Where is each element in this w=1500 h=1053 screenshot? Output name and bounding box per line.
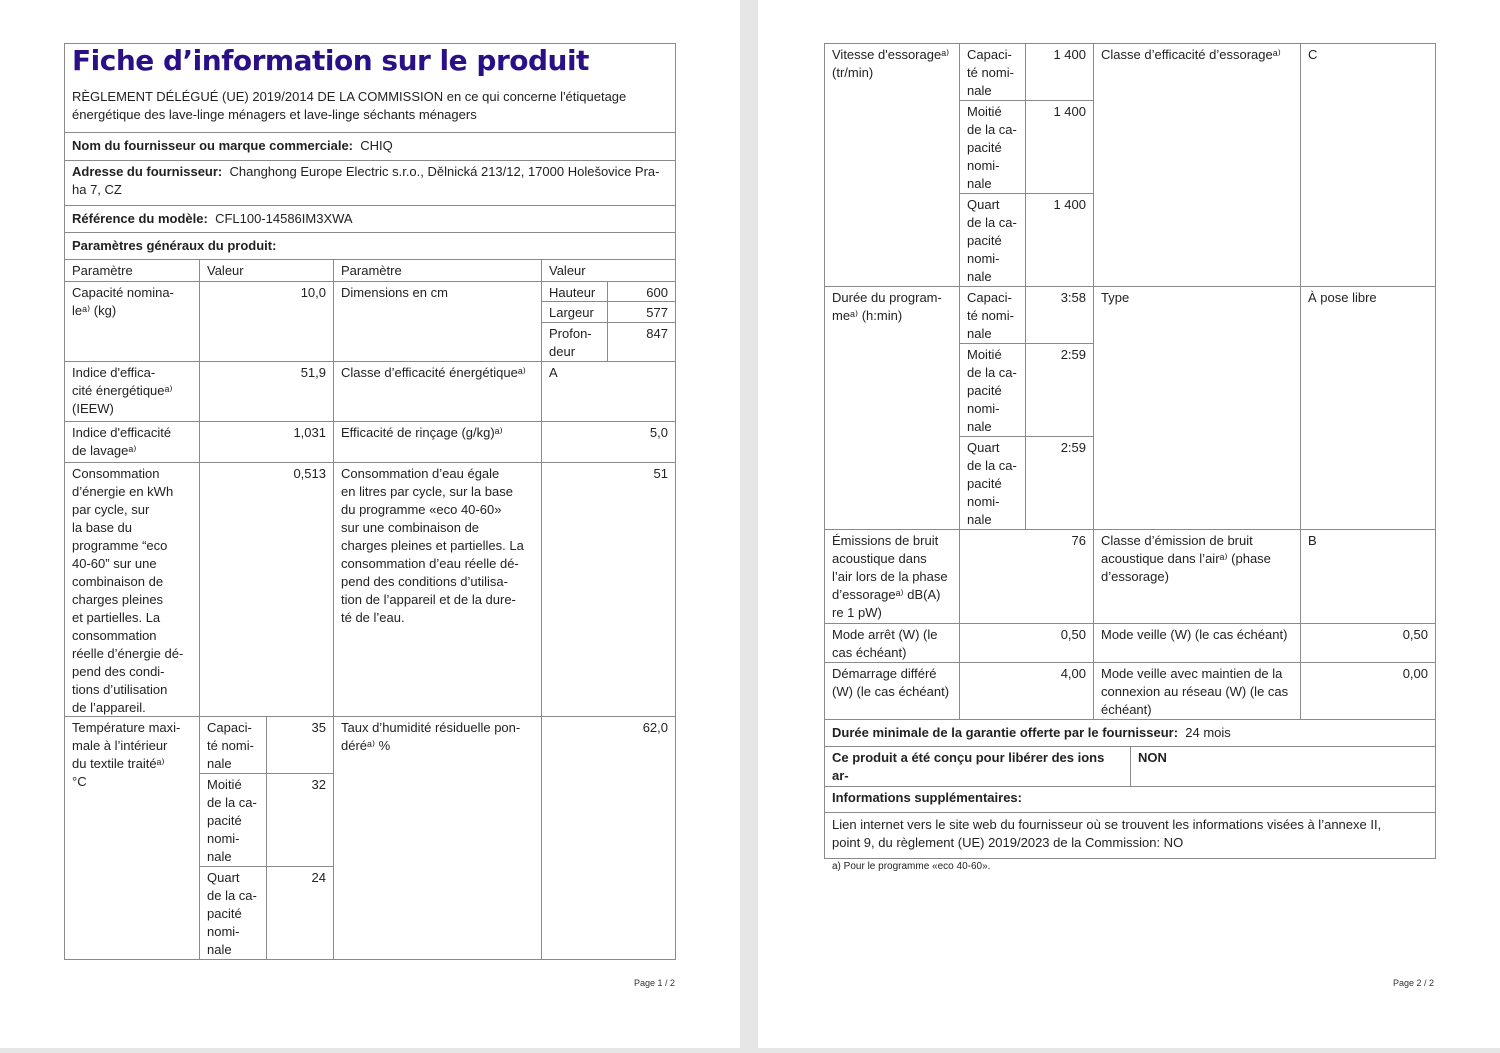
dim-depth-value: 847 [607,322,676,362]
temp-sub-label-half: Moitié de la ca- pacité nomi- nale [199,773,267,867]
duration-sub-label-full: Capaci- té nomi- nale [959,286,1026,344]
silver-ions-value: NON [1130,746,1436,787]
address-value: Changhong Europe Electric s.r.o., Dělnic… [72,164,660,197]
general-params-heading: Paramètres généraux du produit: [64,232,676,260]
value-noise-emission: 76 [959,529,1094,624]
param-washing-index: Indice d'efficacité de lavageᵃ⁾ [64,421,200,463]
value-energy-class: A [541,361,676,422]
param-type: Type [1093,286,1301,530]
value-type: À pose libre [1300,286,1436,530]
param-spin-class: Classe d’efficacité d’essorageᵃ⁾ [1093,43,1301,287]
dim-width-label: Largeur [541,301,608,323]
spin-sub-value-full: 1 400 [1025,43,1094,101]
param-energy-class: Classe d’efficacité énergétiqueᵃ⁾ [333,361,542,422]
value-washing-index: 1,031 [199,421,334,463]
address-row: Adresse du fournisseur: Changhong Europe… [64,160,676,206]
temp-sub-value-half: 32 [266,773,334,867]
value-standby: 0,50 [1300,623,1436,663]
duration-sub-label-quarter: Quart de la ca- pacité nomi- nale [959,436,1026,530]
model-value: CFL100-14586IM3XWA [215,211,353,226]
temp-sub-value-quarter: 24 [266,866,334,960]
param-program-duration: Durée du program- meᵃ⁾ (h:min) [824,286,960,530]
header-param-2: Paramètre [333,259,542,282]
additional-info-heading: Informations supplémentaires: [824,786,1436,813]
param-max-temperature: Température maxi- male à l’intérieur du … [64,716,200,960]
page-number-1: Page 1 / 2 [634,978,676,988]
supplier-row: Nom du fournisseur ou marque commerciale… [64,132,676,161]
header-value-2: Valeur [541,259,676,282]
regulation-subtitle: RÈGLEMENT DÉLÉGUÉ (UE) 2019/2014 DE LA C… [72,89,627,122]
value-energy-consumption: 0,513 [199,462,334,717]
value-rinsing: 5,0 [541,421,676,463]
temp-sub-label-quarter: Quart de la ca- pacité nomi- nale [199,866,267,960]
spin-sub-label-quarter: Quart de la ca- pacité nomi- nale [959,193,1026,287]
duration-sub-value-half: 2:59 [1025,343,1094,437]
param-delay-start: Démarrage différé (W) (le cas échéant) [824,662,960,720]
address-label: Adresse du fournisseur: [72,164,223,179]
supplier-label: Nom du fournisseur ou marque commerciale… [72,138,354,153]
param-rinsing: Efficacité de rinçage (g/kg)ᵃ⁾ [333,421,542,463]
param-energy-consumption: Consommation d’énergie en kWh par cycle,… [64,462,200,717]
web-link-info: Lien internet vers le site web du fourni… [824,812,1436,859]
param-residual-moisture: Taux d’humidité résiduelle pon- déréᵃ⁾ % [333,716,542,960]
page-number-2: Page 2 / 2 [1393,978,1435,988]
footnote: a) Pour le programme «eco 40-60». [832,861,991,872]
value-residual-moisture: 62,0 [541,716,676,960]
param-off-mode: Mode arrêt (W) (le cas échéant) [824,623,960,663]
value-energy-index: 51,9 [199,361,334,422]
title-box [64,43,676,133]
duration-sub-value-full: 3:58 [1025,286,1094,344]
value-networked-standby: 0,00 [1300,662,1436,720]
dim-height-label: Hauteur [541,281,608,302]
param-spin-speed: Vitesse d'essorageᵃ⁾ (tr/min) [824,43,960,287]
warranty-value: 24 mois [1185,725,1231,740]
spin-sub-value-half: 1 400 [1025,100,1094,194]
warranty-row: Durée minimale de la garantie offerte pa… [824,719,1436,747]
temp-sub-label-full: Capaci- té nomi- nale [199,716,267,774]
value-noise-class: B [1300,529,1436,624]
warranty-label: Durée minimale de la garantie offerte pa… [832,725,1179,740]
model-label: Référence du modèle: [72,211,208,226]
param-noise-emission: Émissions de bruit acoustique dans l’air… [824,529,960,624]
param-dimensions: Dimensions en cm [333,281,542,362]
param-networked-standby: Mode veille avec maintien de la connexio… [1093,662,1301,720]
spin-sub-value-quarter: 1 400 [1025,193,1094,287]
param-standby: Mode veille (W) (le cas échéant) [1093,623,1301,663]
dim-width-value: 577 [607,301,676,323]
page-title: Fiche d’information sur le produit [72,44,589,77]
duration-sub-label-half: Moitié de la ca- pacité nomi- nale [959,343,1026,437]
param-capacity: Capacité nomina- leᵃ⁾ (kg) [64,281,200,362]
value-spin-class: C [1300,43,1436,287]
dim-height-value: 600 [607,281,676,302]
spin-sub-label-full: Capaci- té nomi- nale [959,43,1026,101]
dim-depth-label: Profon- deur [541,322,608,362]
param-energy-index: Indice d'effica- cité énergétiqueᵃ⁾ (IEE… [64,361,200,422]
value-delay-start: 4,00 [959,662,1094,720]
silver-ions-label: Ce produit a été conçu pour libérer des … [824,746,1131,787]
value-off-mode: 0,50 [959,623,1094,663]
duration-sub-value-quarter: 2:59 [1025,436,1094,530]
param-noise-class: Classe d’émission de bruit acoustique da… [1093,529,1301,624]
model-row: Référence du modèle: CFL100-14586IM3XWA [64,205,676,233]
value-water-consumption: 51 [541,462,676,717]
temp-sub-value-full: 35 [266,716,334,774]
param-water-consumption: Consommation d’eau égale en litres par c… [333,462,542,717]
spin-sub-label-half: Moitié de la ca- pacité nomi- nale [959,100,1026,194]
header-param-1: Paramètre [64,259,200,282]
supplier-value: CHIQ [360,138,393,153]
header-value-1: Valeur [199,259,334,282]
value-capacity: 10,0 [199,281,334,362]
